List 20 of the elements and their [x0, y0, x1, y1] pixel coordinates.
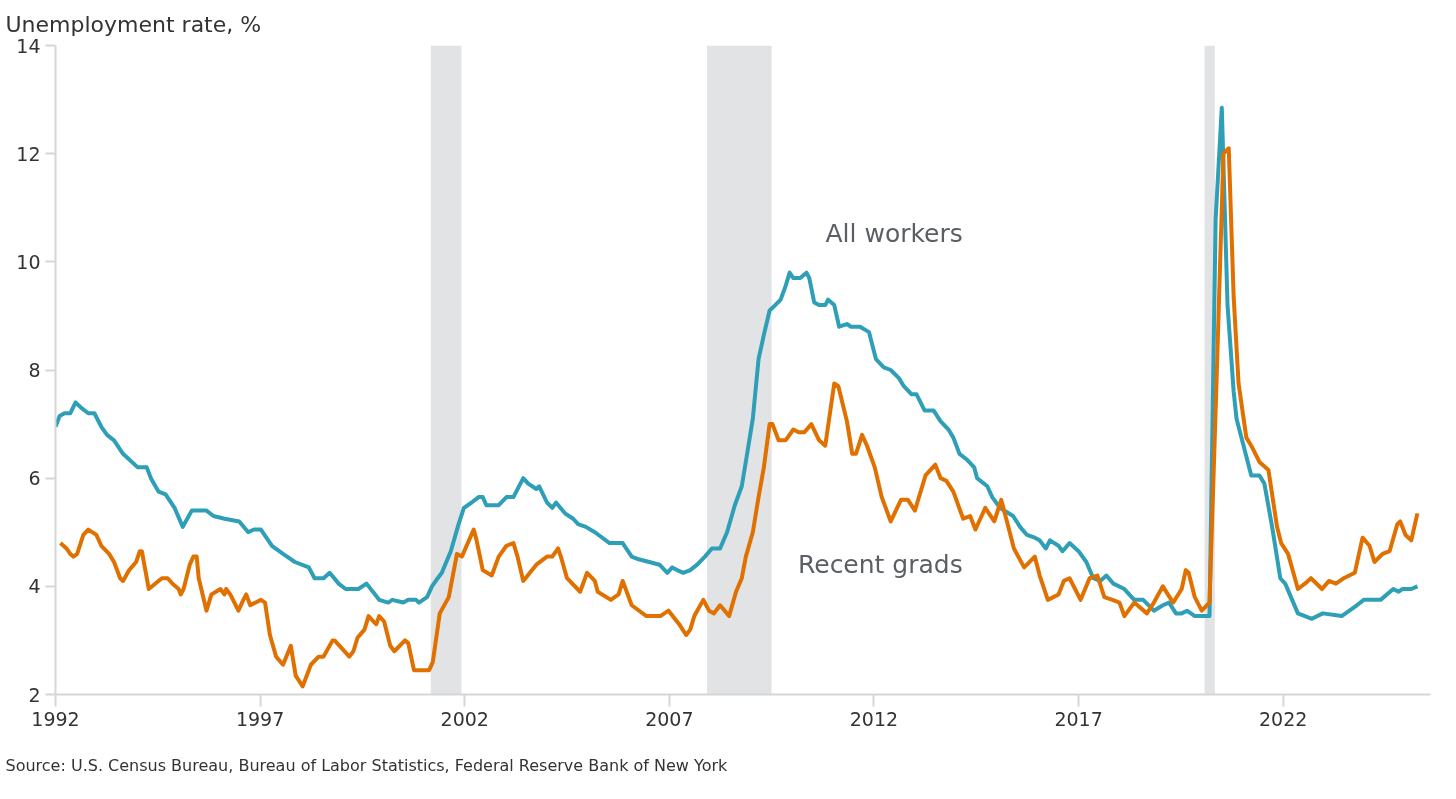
x-tick-label: 2007	[645, 707, 694, 730]
y-tick-label: 10	[16, 250, 41, 273]
y-tick-label: 14	[16, 34, 41, 57]
line-series	[55, 105, 1420, 621]
series-label: All workers	[825, 219, 963, 249]
y-axis-title: Unemployment rate, %	[5, 11, 262, 37]
y-tick-label: 8	[28, 359, 41, 381]
y-tick-label: 6	[28, 467, 41, 490]
x-tick-label: 2022	[1259, 707, 1308, 730]
x-tick-label: 1997	[235, 707, 285, 730]
source-note: Source: U.S. Census Bureau, Bureau of Labor Statistics, Federal Reserve Bank of New York	[5, 755, 729, 775]
y-tick-label: 12	[16, 142, 41, 165]
line-series	[58, 146, 1420, 689]
x-tick-label: 2017	[1054, 707, 1103, 730]
y-tick-label: 2	[28, 683, 41, 706]
y-tick-label: 4	[28, 575, 41, 598]
x-tick-label: 2002	[440, 707, 489, 730]
x-tick-label: 2012	[849, 707, 899, 730]
series-label: Recent grads	[798, 550, 963, 580]
x-tick-label: 1992	[31, 707, 80, 730]
